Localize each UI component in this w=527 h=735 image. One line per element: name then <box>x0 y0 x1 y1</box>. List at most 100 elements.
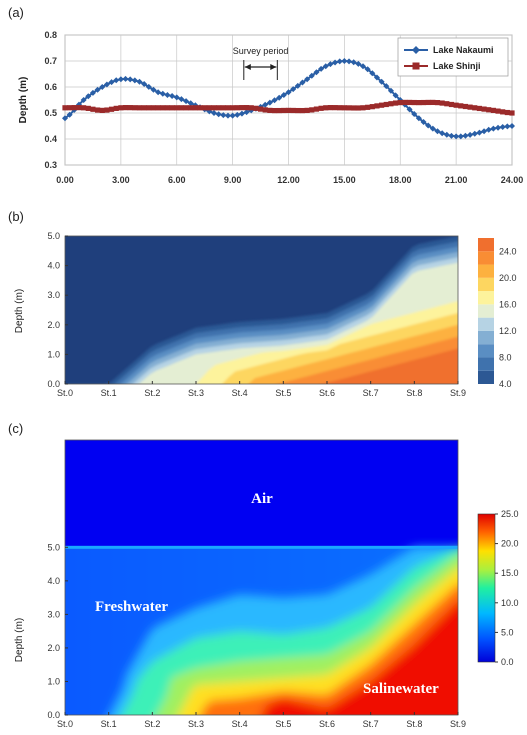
data-point-shinji <box>495 108 501 114</box>
data-point-shinji <box>388 101 394 107</box>
y-tick-label: 5.0 <box>47 231 60 241</box>
x-tick-label: St.1 <box>101 388 117 398</box>
data-point-shinji <box>509 110 515 116</box>
panel-c-frame <box>64 439 459 716</box>
data-point-nakaumi <box>224 112 231 119</box>
data-point-nakaumi <box>318 65 325 72</box>
colorbar-segment <box>478 264 494 278</box>
data-point-shinji <box>150 105 157 111</box>
data-point-shinji <box>104 107 110 113</box>
data-point-nakaumi <box>369 70 376 77</box>
data-point-nakaumi <box>94 86 101 93</box>
x-tick-label: 21.00 <box>445 175 468 185</box>
panel-c-y-ticks: 0.0 1.0 2.0 3.0 4.0 5.0 <box>47 542 68 720</box>
data-point-shinji <box>285 107 292 113</box>
data-point-nakaumi <box>150 86 157 93</box>
y-tick-label: 0.8 <box>44 30 57 40</box>
data-point-nakaumi <box>383 83 390 90</box>
data-point-shinji <box>81 105 87 111</box>
data-point-nakaumi <box>266 99 273 106</box>
data-point-shinji <box>430 99 436 106</box>
data-point-shinji <box>295 107 301 114</box>
data-point-nakaumi <box>313 69 320 76</box>
data-point-nakaumi <box>164 91 171 98</box>
data-point-nakaumi <box>443 131 450 138</box>
data-point-shinji <box>500 109 506 115</box>
data-point-nakaumi <box>108 79 115 86</box>
colorbar-segment <box>478 370 494 384</box>
data-point-shinji <box>448 101 455 108</box>
data-point-shinji <box>146 105 152 111</box>
data-point-nakaumi <box>290 86 297 93</box>
data-point-shinji <box>216 105 222 111</box>
data-point-shinji <box>178 105 185 111</box>
x-tick-label: St.0 <box>57 388 73 398</box>
data-point-nakaumi <box>299 79 306 86</box>
data-point-shinji <box>94 107 101 113</box>
data-point-shinji <box>365 104 371 110</box>
data-point-shinji <box>248 105 254 111</box>
data-point-shinji <box>444 101 450 107</box>
data-point-nakaumi <box>499 123 506 130</box>
colorbar-tick-label: 16.0 <box>499 299 517 309</box>
data-point-nakaumi <box>490 125 497 132</box>
data-point-shinji <box>327 105 334 111</box>
x-tick-label: St.3 <box>188 388 204 398</box>
data-point-shinji <box>85 105 91 111</box>
x-tick-label: St.9 <box>450 388 466 398</box>
panel-b-colorbar: 4.0 8.0 12.0 16.0 20.0 24.0 <box>478 238 517 389</box>
data-point-shinji <box>425 99 431 106</box>
salinity-layer <box>261 601 458 715</box>
panel-c-y-axis-label: Depth (m) <box>14 618 25 662</box>
colorbar-segment <box>478 291 494 305</box>
data-point-nakaumi <box>229 112 236 119</box>
data-point-shinji <box>127 105 133 111</box>
data-point-shinji <box>504 109 510 116</box>
data-point-shinji <box>309 107 315 113</box>
data-point-shinji <box>346 105 352 111</box>
data-point-shinji <box>62 105 68 111</box>
data-point-nakaumi <box>453 133 460 140</box>
data-point-nakaumi <box>113 77 120 84</box>
data-point-shinji <box>197 105 203 111</box>
y-tick-label: 2.0 <box>47 320 60 330</box>
y-tick-label: 0.0 <box>47 710 60 720</box>
colorbar-segment <box>478 344 494 358</box>
data-point-shinji <box>155 105 161 111</box>
x-tick-label: St.5 <box>275 388 291 398</box>
data-point-shinji <box>490 107 496 113</box>
legend-marker <box>412 46 420 54</box>
freshwater-label: Freshwater <box>95 599 168 615</box>
data-point-nakaumi <box>122 75 129 82</box>
data-point-shinji <box>416 100 422 106</box>
x-tick-label: St.7 <box>363 388 379 398</box>
data-point-nakaumi <box>62 115 68 122</box>
panel-b-contour <box>65 236 458 384</box>
data-point-nakaumi <box>131 77 138 84</box>
data-point-shinji <box>379 102 385 108</box>
data-point-shinji <box>323 105 329 111</box>
data-point-shinji <box>122 105 129 111</box>
data-point-nakaumi <box>262 101 269 108</box>
data-point-nakaumi <box>211 110 217 116</box>
data-point-shinji <box>276 107 282 114</box>
data-point-shinji <box>360 105 366 111</box>
panel-c-colorbar: 0.0 5.0 10.0 15.0 20.0 25.0 <box>477 509 519 667</box>
x-tick-label: St.5 <box>275 719 291 729</box>
data-point-nakaumi <box>294 82 301 89</box>
y-tick-label: 2.0 <box>47 643 60 653</box>
survey-period-marker: Survey period <box>233 46 288 80</box>
data-point-nakaumi <box>355 60 362 67</box>
colorbar-segment <box>478 357 494 371</box>
data-point-shinji <box>299 107 306 114</box>
data-point-shinji <box>108 106 115 112</box>
y-tick-label: 0.5 <box>44 108 57 118</box>
data-point-shinji <box>192 105 198 111</box>
data-point-nakaumi <box>509 123 515 129</box>
data-point-shinji <box>439 100 445 106</box>
data-point-nakaumi <box>341 58 348 64</box>
data-point-shinji <box>337 105 343 111</box>
data-point-shinji <box>141 105 147 111</box>
data-point-shinji <box>113 105 119 111</box>
data-point-nakaumi <box>66 111 73 118</box>
